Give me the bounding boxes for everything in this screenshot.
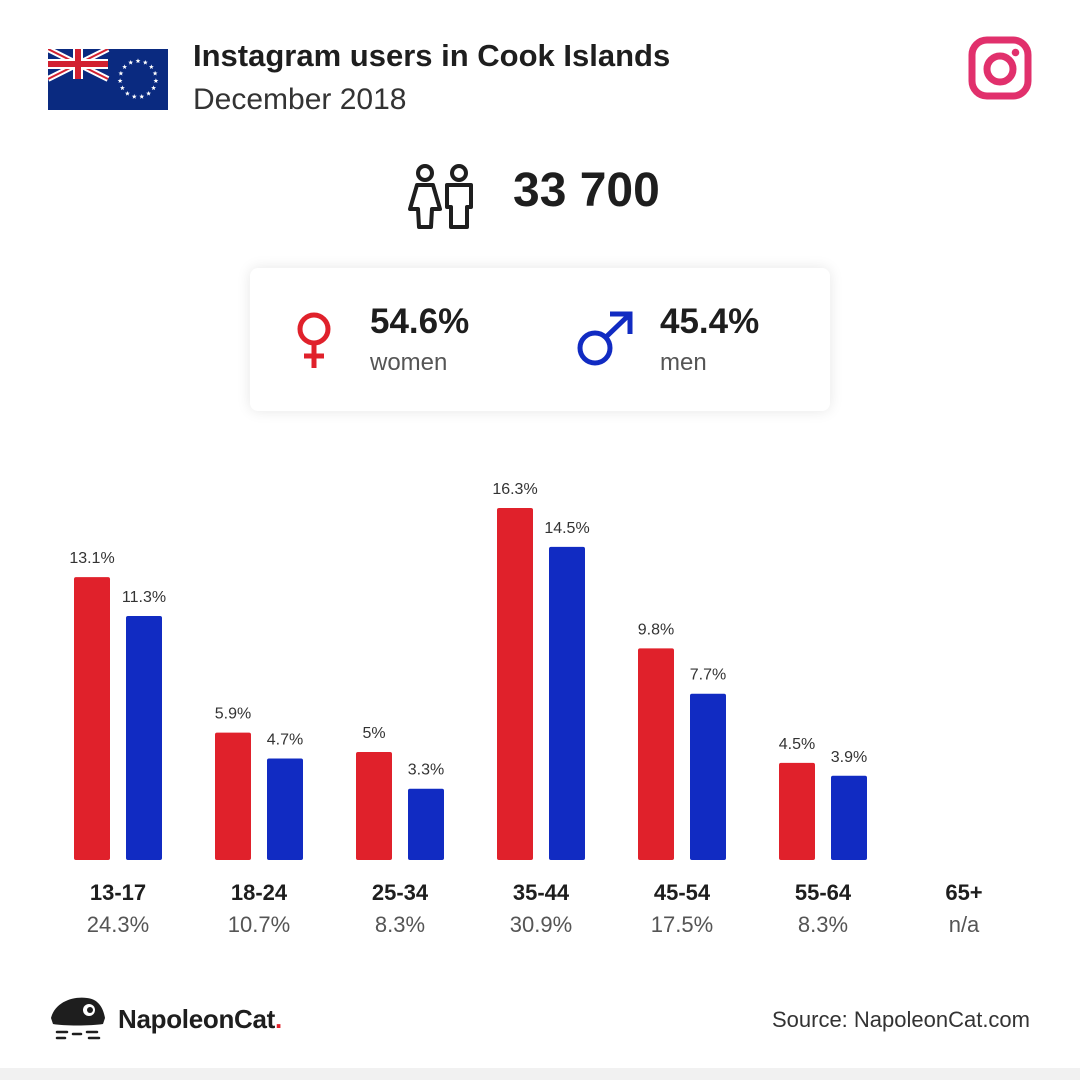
female-symbol-icon: [297, 312, 331, 368]
flag-star: [139, 94, 145, 99]
bar-men: [126, 615, 162, 860]
instagram-icon: [968, 36, 1032, 100]
age-group-label: 55-64: [795, 880, 852, 905]
flag-star: [146, 90, 152, 96]
bar-value-label: 5%: [362, 725, 385, 742]
bar-men: [690, 693, 726, 860]
age-group-total: n/a: [949, 912, 980, 937]
bar-women: [638, 648, 674, 860]
bar-value-label: 3.9%: [831, 749, 867, 766]
age-group-label: 65+: [945, 880, 982, 905]
bar-value-label: 5.9%: [215, 706, 251, 723]
page-subtitle: December 2018: [193, 83, 407, 116]
footer-strip: [0, 1068, 1080, 1080]
bar-men: [549, 546, 585, 860]
women-percentage: 54.6%: [370, 302, 470, 341]
flag-star: [118, 70, 124, 76]
flag-star: [117, 78, 123, 83]
age-group-total: 8.3%: [798, 912, 848, 937]
age-gender-bar-chart: 13.1% 11.3% 13-17 24.3% 5.9% 4.7% 18-24 10.7% 5%…: [69, 481, 982, 937]
bar-women: [497, 508, 533, 860]
age-group-total: 8.3%: [375, 912, 425, 937]
bar-value-label: 14.5%: [544, 520, 589, 537]
bar-value-label: 4.7%: [267, 732, 303, 749]
people-icon: [408, 164, 473, 229]
age-group-label: 13-17: [90, 880, 146, 905]
bar-men: [267, 758, 303, 860]
bar-women: [356, 752, 392, 860]
gender-split-card: 54.6% women 45.4% men: [250, 268, 830, 411]
flag-star: [128, 59, 134, 65]
bar-value-label: 11.3%: [122, 589, 166, 606]
flag-star: [148, 64, 154, 70]
bar-women: [74, 577, 110, 860]
bar-value-label: 3.3%: [408, 762, 444, 779]
age-group-label: 45-54: [654, 880, 711, 905]
source-credit: Source: NapoleonCat.com: [771, 1007, 1030, 1032]
bar-value-label: 9.8%: [638, 621, 674, 638]
bar-value-label: 16.3%: [492, 481, 537, 498]
brand-dot: .: [275, 1004, 282, 1034]
age-group-total: 30.9%: [510, 912, 572, 937]
flag-star: [142, 59, 148, 65]
napoleoncat-logo-icon: [51, 997, 105, 1040]
age-group-total: 17.5%: [651, 912, 713, 937]
age-group-label: 25-34: [372, 880, 429, 905]
flag-star: [151, 85, 157, 91]
flag-star: [131, 94, 137, 99]
bar-women: [779, 762, 815, 860]
flag-star: [124, 90, 130, 96]
flag-star: [135, 58, 141, 64]
women-label: women: [370, 349, 448, 376]
flag-star: [119, 85, 125, 91]
men-label: men: [660, 349, 707, 376]
bar-value-label: 7.7%: [690, 667, 726, 684]
cook-islands-flag-icon: [48, 49, 168, 110]
age-group-total: 24.3%: [87, 912, 149, 937]
total-users: 33 700: [513, 164, 660, 217]
bar-value-label: 4.5%: [779, 736, 815, 753]
brand-name: NapoleonCat.: [118, 1004, 282, 1034]
bar-women: [215, 732, 251, 860]
flag-star: [152, 70, 158, 76]
bar-men: [831, 775, 867, 860]
bar-value-label: 13.1%: [69, 550, 114, 567]
flag-star: [122, 64, 128, 70]
age-group-label: 18-24: [231, 880, 288, 905]
men-percentage: 45.4%: [660, 302, 760, 341]
age-group-total: 10.7%: [228, 912, 290, 937]
flag-star: [153, 78, 159, 83]
page-title: Instagram users in Cook Islands: [193, 38, 671, 73]
age-group-label: 35-44: [513, 880, 570, 905]
male-symbol-icon: [577, 311, 633, 366]
bar-men: [408, 788, 444, 860]
